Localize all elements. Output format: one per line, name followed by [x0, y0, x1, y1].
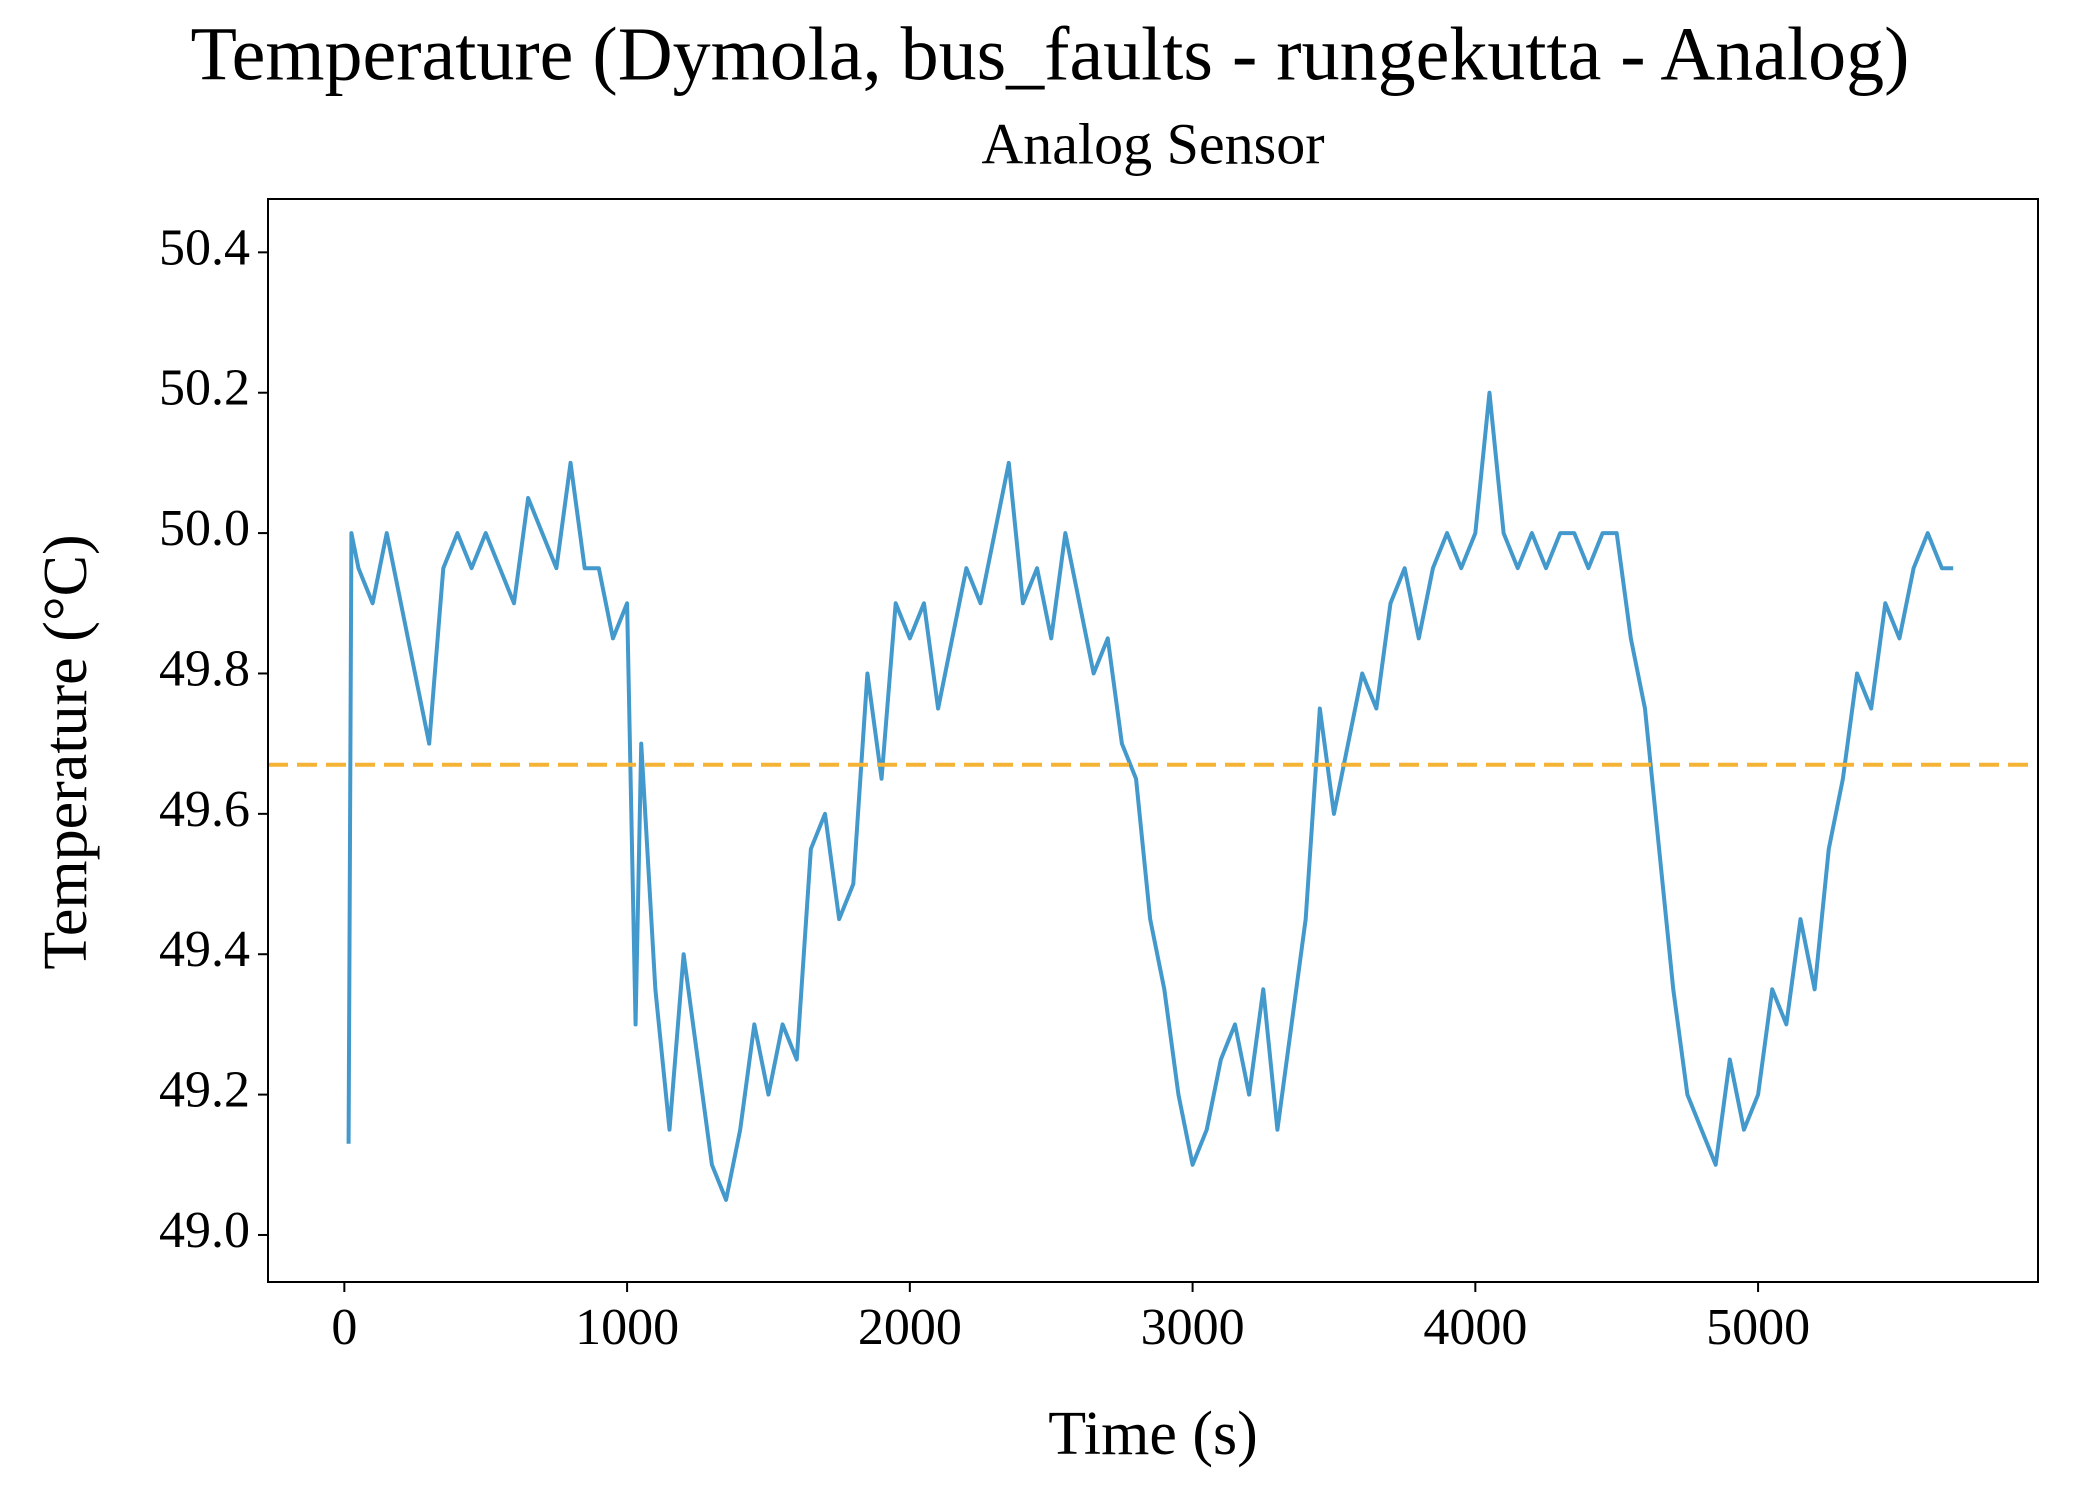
data-line — [346, 390, 1954, 1202]
y-tick-label: 50.2 — [159, 360, 250, 417]
y-tick-label: 50.0 — [159, 500, 250, 557]
plot-frame — [267, 198, 2039, 1283]
y-tick-label: 49.4 — [159, 921, 250, 978]
y-tick-label: 49.6 — [159, 781, 250, 838]
x-tick-label: 4000 — [1423, 1299, 1527, 1356]
y-tick-label: 49.2 — [159, 1062, 250, 1119]
y-tick-label: 49.8 — [159, 640, 250, 697]
y-tick-label: 50.4 — [159, 219, 250, 276]
x-tick-label: 2000 — [858, 1299, 962, 1356]
x-tick-label: 0 — [331, 1299, 357, 1356]
chart-subtitle: Analog Sensor — [981, 111, 1324, 176]
y-axis-label: Temperature (°C) — [32, 534, 100, 969]
y-tick-label: 49.0 — [159, 1202, 250, 1259]
x-tick-label: 5000 — [1706, 1299, 1810, 1356]
x-axis-label: Time (s) — [1048, 1400, 1258, 1468]
x-tick-label: 3000 — [1141, 1299, 1245, 1356]
chart-title: Temperature (Dymola, bus_faults - rungek… — [191, 12, 1910, 96]
x-tick-label: 1000 — [575, 1299, 679, 1356]
